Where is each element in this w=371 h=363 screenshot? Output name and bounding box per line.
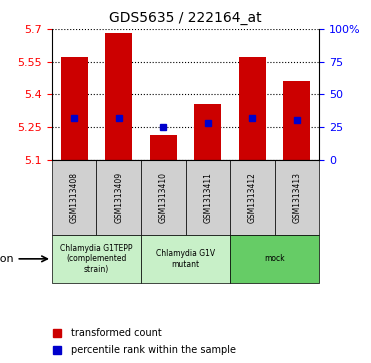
Bar bbox=[283, 81, 310, 160]
Bar bbox=[194, 104, 221, 160]
FancyBboxPatch shape bbox=[230, 160, 275, 234]
FancyBboxPatch shape bbox=[52, 160, 96, 234]
FancyBboxPatch shape bbox=[52, 234, 141, 283]
Bar bbox=[239, 57, 266, 160]
FancyBboxPatch shape bbox=[230, 234, 319, 283]
Bar bbox=[150, 135, 177, 160]
FancyBboxPatch shape bbox=[186, 160, 230, 234]
Text: GSM1313413: GSM1313413 bbox=[292, 172, 301, 223]
Text: GSM1313408: GSM1313408 bbox=[70, 172, 79, 223]
Bar bbox=[105, 33, 132, 160]
FancyBboxPatch shape bbox=[141, 234, 230, 283]
Text: GSM1313410: GSM1313410 bbox=[159, 172, 168, 223]
Title: GDS5635 / 222164_at: GDS5635 / 222164_at bbox=[109, 11, 262, 25]
Text: transformed count: transformed count bbox=[70, 328, 161, 338]
Text: percentile rank within the sample: percentile rank within the sample bbox=[70, 345, 236, 355]
Text: Chlamydia G1TEPP
(complemented
strain): Chlamydia G1TEPP (complemented strain) bbox=[60, 244, 133, 274]
Text: Chlamydia G1V
mutant: Chlamydia G1V mutant bbox=[156, 249, 215, 269]
Text: mock: mock bbox=[264, 254, 285, 263]
FancyBboxPatch shape bbox=[275, 160, 319, 234]
FancyBboxPatch shape bbox=[96, 160, 141, 234]
Text: GSM1313412: GSM1313412 bbox=[248, 172, 257, 223]
Text: GSM1313411: GSM1313411 bbox=[203, 172, 212, 223]
FancyBboxPatch shape bbox=[141, 160, 186, 234]
Bar bbox=[61, 57, 88, 160]
Text: infection: infection bbox=[0, 254, 14, 264]
Text: GSM1313409: GSM1313409 bbox=[114, 172, 123, 223]
